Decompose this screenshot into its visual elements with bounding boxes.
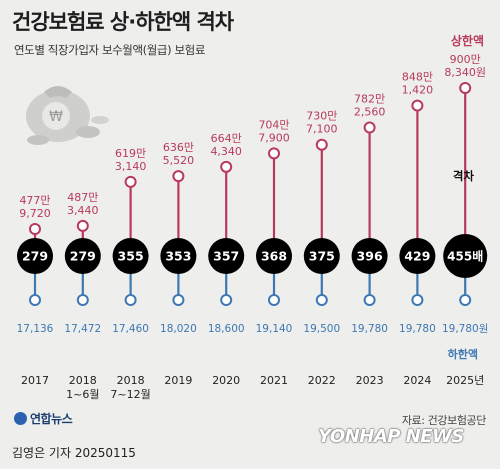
upper-label-line1: 848만 xyxy=(402,71,433,84)
lower-label: 18,020 xyxy=(160,323,197,335)
yonhap-logo: 연합뉴스 xyxy=(14,410,73,427)
ratio-legend: 격차 xyxy=(452,169,474,183)
lower-point xyxy=(220,294,233,306)
upper-limit-legend: 상한액 xyxy=(450,34,484,48)
lower-point xyxy=(411,294,424,306)
upper-label-line1: 782만 xyxy=(354,93,385,106)
x-tick-label: 2020 xyxy=(212,374,240,387)
author-credit: 김영은 기자 20250115 xyxy=(12,446,136,460)
lower-label: 17,460 xyxy=(112,323,149,335)
upper-label-line2: 7,100 xyxy=(306,123,338,136)
ratio-bubble xyxy=(17,238,53,274)
upper-point xyxy=(459,82,472,94)
upper-label-line1: 664만 xyxy=(211,132,242,145)
x-tick-label: 2022 xyxy=(308,374,336,387)
upper-point xyxy=(220,160,233,173)
upper-point xyxy=(29,223,41,235)
x-tick-label: 1~6월 xyxy=(66,388,99,401)
ratio-label: 279 xyxy=(22,249,48,264)
x-tick-label: 2018 xyxy=(69,374,97,387)
upper-label-line1: 900만 xyxy=(450,53,481,66)
upper-label-line1: 477만 xyxy=(19,194,50,207)
lower-label: 19,780원 xyxy=(442,323,488,335)
upper-label-line2: 5,520 xyxy=(163,154,195,167)
ratio-bubble xyxy=(351,238,388,274)
ratio-bubble xyxy=(399,238,436,274)
upper-label-line2: 2,560 xyxy=(354,106,386,119)
ratio-label: 455배 xyxy=(447,249,483,264)
x-tick-label: 2019 xyxy=(164,374,192,387)
upper-label-line2: 7,900 xyxy=(258,131,290,144)
ratio-bubble xyxy=(443,234,488,278)
upper-label-line1: 487만 xyxy=(67,191,98,204)
upper-point xyxy=(315,138,328,151)
ratio-label: 429 xyxy=(404,249,430,264)
lower-point xyxy=(76,294,89,306)
ratio-label: 375 xyxy=(309,249,335,264)
ratio-bubble xyxy=(160,238,197,274)
lower-label: 19,140 xyxy=(256,323,293,335)
upper-point xyxy=(124,175,137,188)
x-tick-label: 2021 xyxy=(260,374,288,387)
lower-point xyxy=(268,294,280,306)
upper-point xyxy=(76,219,89,232)
upper-point xyxy=(411,99,424,112)
yonhap-logo-icon xyxy=(14,412,27,425)
ratio-bubble xyxy=(208,238,245,274)
source-note: 자료: 건강보험공단 xyxy=(401,414,487,427)
upper-label-line1: 619만 xyxy=(115,147,146,160)
x-tick-label: 7~12월 xyxy=(110,388,150,401)
lower-point xyxy=(315,294,328,306)
x-tick-label: 2025년 xyxy=(446,374,484,387)
lower-label: 19,780 xyxy=(351,323,388,335)
yonhap-logo-text: 연합뉴스 xyxy=(30,412,73,426)
ratio-label: 353 xyxy=(165,249,191,264)
lower-point xyxy=(459,294,472,306)
lower-label: 17,472 xyxy=(64,323,101,335)
lower-point xyxy=(29,294,41,306)
upper-point xyxy=(268,147,280,160)
lower-label: 17,136 xyxy=(17,323,54,335)
ratio-bubble xyxy=(112,238,149,274)
lower-label: 19,780 xyxy=(399,323,436,335)
upper-point xyxy=(172,170,185,183)
ratio-label: 357 xyxy=(213,249,239,264)
page-title: 건강보험료 상·하한액 격차 xyxy=(12,10,234,34)
lower-label: 19,500 xyxy=(303,323,340,335)
x-tick-label: 2017 xyxy=(21,374,49,387)
ratio-bubble xyxy=(303,238,340,274)
watermark: YONHAP NEWS xyxy=(318,426,464,447)
ratio-bubble xyxy=(64,238,101,274)
upper-label-line2: 1,420 xyxy=(402,84,434,97)
upper-label-line1: 730만 xyxy=(306,110,337,123)
ratio-label: 368 xyxy=(261,249,287,264)
upper-label-line1: 636만 xyxy=(163,141,194,154)
upper-label-line1: 704만 xyxy=(258,118,289,131)
upper-point xyxy=(363,121,376,134)
x-tick-label: 2024 xyxy=(403,374,431,387)
upper-label-line2: 3,140 xyxy=(115,160,147,173)
ratio-label: 279 xyxy=(70,249,96,264)
x-tick-label: 2018 xyxy=(117,374,145,387)
upper-label-line2: 8,340원 xyxy=(444,66,486,79)
ratio-bubble xyxy=(256,238,292,274)
lower-point xyxy=(172,294,185,306)
lower-point xyxy=(124,294,137,306)
upper-label-line2: 9,720 xyxy=(19,207,51,220)
lower-point xyxy=(363,294,376,306)
x-tick-label: 2023 xyxy=(356,374,384,387)
lower-limit-legend: 하한액 xyxy=(447,348,478,361)
upper-label-line2: 3,440 xyxy=(67,204,99,217)
money-bag-illustration: ₩ xyxy=(26,86,109,145)
ratio-label: 355 xyxy=(118,249,144,264)
upper-label-line2: 4,340 xyxy=(210,145,242,158)
ratio-label: 396 xyxy=(357,249,383,264)
lower-label: 18,600 xyxy=(208,323,245,335)
page-subtitle: 연도별 직장가입자 보수월액(월급) 보험료 xyxy=(14,43,205,57)
svg-text:₩: ₩ xyxy=(49,109,63,125)
